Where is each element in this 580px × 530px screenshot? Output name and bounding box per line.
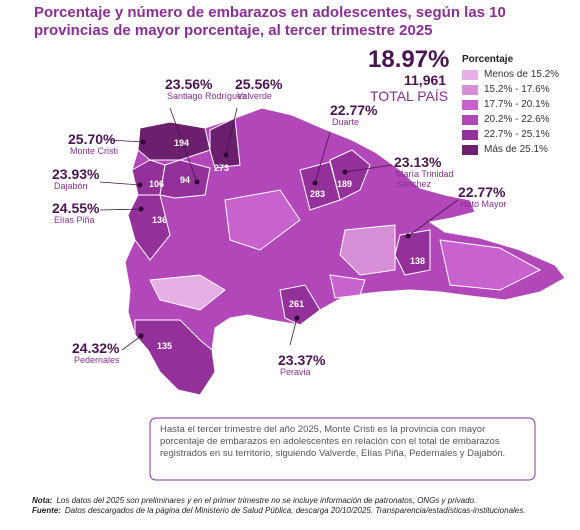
province-name: Valverde <box>237 91 272 101</box>
legend-swatch <box>462 130 478 140</box>
summary: Hasta el tercer trimestre del año 2025, … <box>160 424 506 459</box>
legend-label: Más de 25.1% <box>484 144 548 155</box>
total-count: 11,961 <box>404 72 447 88</box>
note-label: Nota: <box>32 496 53 505</box>
province <box>209 117 241 169</box>
province <box>224 189 301 251</box>
province-count: 189 <box>337 179 353 189</box>
province <box>394 229 431 276</box>
province-name: Elías Piña <box>54 215 95 225</box>
province <box>329 149 371 201</box>
province-count: 94 <box>180 175 191 185</box>
leader-line <box>289 317 298 346</box>
leader-line <box>314 131 331 184</box>
province-name: Santiago Rodríguez <box>167 91 247 101</box>
province-count: 261 <box>289 299 305 309</box>
legend-label: 17.7% - 20.1% <box>484 99 550 110</box>
legend-swatch <box>462 115 478 125</box>
province-name: Monte Cristi <box>70 146 119 156</box>
leader-line <box>121 335 142 351</box>
leader-line <box>407 199 459 237</box>
title: Porcentaje y número de embarazos en adol… <box>34 4 506 39</box>
leader-line <box>99 181 141 186</box>
legend-swatch <box>462 100 478 110</box>
marker <box>312 180 318 186</box>
leader-line <box>225 107 238 156</box>
note: Fuente: Datos descargados de la página de… <box>32 506 572 516</box>
province-percent: 23.37% <box>278 352 326 368</box>
note-text: Datos descargados de la página del Minis… <box>64 506 526 515</box>
province <box>439 239 542 291</box>
legend-label: 15.2% - 17.6% <box>484 84 550 95</box>
province-name: María Trinidad Sánchez <box>396 169 454 189</box>
legend-swatch <box>462 85 478 95</box>
province-percent: 22.77% <box>458 184 506 200</box>
province-name: Peravia <box>280 367 311 377</box>
leader-line <box>169 107 198 183</box>
province-percent: 22.77% <box>330 102 378 118</box>
province-count: 106 <box>149 179 165 189</box>
province-percent: 24.55% <box>52 200 100 216</box>
marker <box>294 315 300 321</box>
marker <box>138 333 144 339</box>
province-percent: 23.13% <box>394 154 442 170</box>
marker <box>405 233 411 239</box>
note-text: Los datos del 2025 son preliminares y en… <box>56 496 477 505</box>
leader-line <box>109 139 144 143</box>
legend-title: Porcentaje <box>462 54 514 65</box>
note: Nota: Los datos del 2025 son preliminares… <box>32 496 572 506</box>
leader-line <box>99 208 142 211</box>
province-name: Duarte <box>332 117 360 127</box>
province-count: 273 <box>214 163 230 173</box>
province-percent: 23.93% <box>52 166 100 182</box>
province <box>279 284 321 326</box>
notes: Nota: Los datos del 2025 son preliminares… <box>32 496 572 516</box>
marker <box>140 139 146 145</box>
province-name: Pedernales <box>74 355 120 365</box>
province-percent: 23.56% <box>165 76 213 92</box>
summary-box <box>149 417 536 481</box>
province <box>329 274 366 299</box>
province-count: 135 <box>157 341 173 351</box>
legend-swatch <box>462 145 478 155</box>
province-count: 194 <box>174 138 190 148</box>
legend-label: 22.7% - 25.1% <box>484 129 550 140</box>
province-percent: 25.56% <box>235 76 283 92</box>
province <box>339 224 396 276</box>
province-name: Dajabón <box>54 181 88 191</box>
province <box>127 194 171 261</box>
province-count: 283 <box>310 189 326 199</box>
province-count: 136 <box>152 215 168 225</box>
marker <box>342 169 348 175</box>
marker <box>137 182 143 188</box>
total-percent: 18.97% <box>368 46 450 73</box>
province-percent: 25.70% <box>68 131 116 147</box>
legend-label: Menos de 15.2% <box>484 69 560 80</box>
province-name: Hato Mayor <box>460 199 507 209</box>
province-percent: 24.32% <box>72 340 120 356</box>
note-label: Fuente: <box>32 506 61 515</box>
legend-label: 20.2% - 22.6% <box>484 114 550 125</box>
total-label: TOTAL PAÍS <box>370 88 449 104</box>
marker <box>223 152 229 158</box>
marker <box>194 179 200 185</box>
marker <box>138 206 144 212</box>
province <box>149 274 226 311</box>
province-count: 138 <box>410 256 426 266</box>
province <box>134 319 216 396</box>
legend-swatch <box>462 70 478 80</box>
leader-line <box>344 164 393 173</box>
